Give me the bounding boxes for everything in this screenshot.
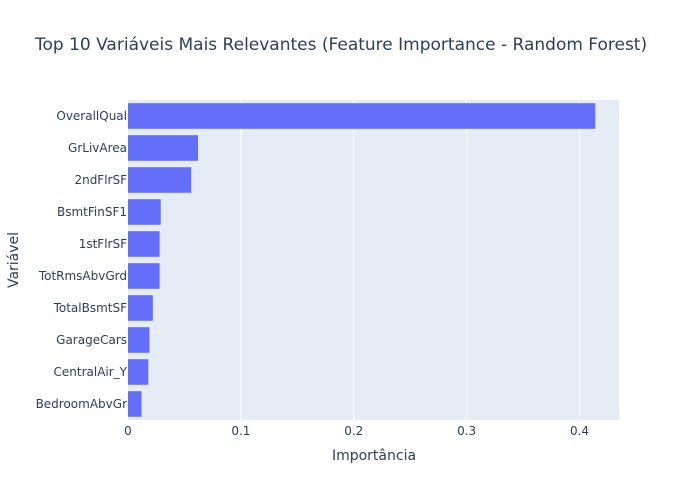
y-tick-label: CentralAir_Y [54, 365, 128, 379]
bar [128, 103, 596, 129]
y-tick-label: BedroomAbvGr [36, 397, 128, 411]
x-tick-label: 0.3 [457, 424, 476, 438]
bar [128, 327, 150, 353]
x-tick-label: 0.2 [344, 424, 363, 438]
bars [128, 103, 596, 417]
x-tick-label: 0.1 [231, 424, 250, 438]
bar [128, 231, 160, 257]
y-tick-label: 1stFlrSF [79, 237, 127, 251]
bar [128, 295, 153, 321]
y-tick-label: BsmtFinSF1 [57, 205, 127, 219]
x-tick-labels: 0 0.1 0.2 0.3 0.4 [124, 424, 589, 438]
y-axis-title: Variável [6, 232, 22, 288]
y-tick-labels: OverallQual GrLivArea 2ndFlrSF BsmtFinSF1 1s… [36, 109, 128, 411]
y-tick-label: TotRmsAbvGrd [38, 269, 127, 283]
x-tick-label: 0 [124, 424, 132, 438]
chart-title: Top 10 Variáveis Mais Relevantes (Featur… [34, 35, 647, 55]
y-tick-label: OverallQual [56, 109, 127, 123]
y-tick-label: 2ndFlrSF [74, 173, 127, 187]
bar [128, 199, 161, 225]
bar [128, 263, 160, 289]
plot-background [128, 100, 619, 420]
x-gridlines [240, 100, 580, 420]
bar [128, 391, 142, 417]
y-tick-label: TotalBsmtSF [53, 301, 128, 315]
y-tick-label: GrLivArea [68, 141, 127, 155]
bar [128, 135, 198, 161]
x-axis-title: Importância [332, 448, 416, 464]
y-tick-label: GarageCars [56, 333, 127, 347]
bar [128, 167, 192, 193]
x-tick-label: 0.4 [570, 424, 589, 438]
bar [128, 359, 149, 385]
